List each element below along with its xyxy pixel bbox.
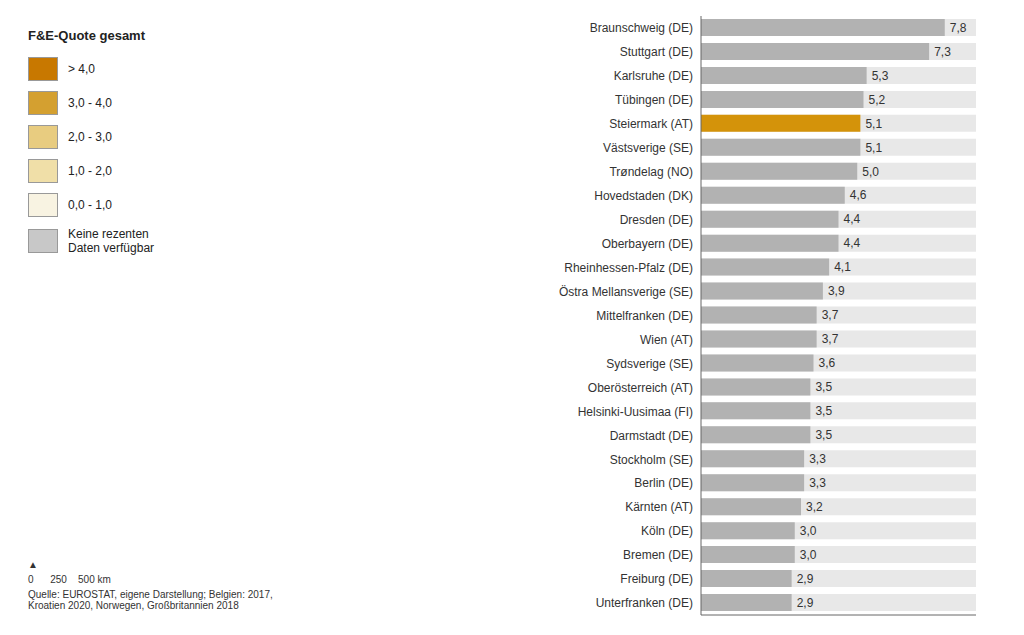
- svg-text:2,9: 2,9: [797, 572, 814, 586]
- html-text:1,0 - 2,0: 1,0 - 2,0: [68, 164, 112, 178]
- svg-text:3,5: 3,5: [815, 380, 832, 394]
- html-text:2,0 - 3,0: 2,0 - 3,0: [68, 130, 112, 144]
- svg-text:Berlin (DE): Berlin (DE): [634, 476, 693, 490]
- svg-text:Steiermark (AT): Steiermark (AT): [609, 117, 693, 131]
- svg-text:Bremen (DE): Bremen (DE): [623, 548, 693, 562]
- html-text:F&E-Quote gesamt: F&E-Quote gesamt: [28, 28, 145, 43]
- svg-text:5,0: 5,0: [862, 165, 879, 179]
- html-text:Keine rezenten Daten verfügbar: Keine rezenten Daten verfügbar: [68, 227, 155, 255]
- svg-text:7,8: 7,8: [950, 21, 967, 35]
- svg-text:3,6: 3,6: [819, 356, 836, 370]
- svg-text:4,4: 4,4: [844, 212, 861, 226]
- html-text:> 4,0: > 4,0: [68, 62, 95, 76]
- svg-text:Västsverige (SE): Västsverige (SE): [603, 141, 693, 155]
- html-text:3,0 - 4,0: 3,0 - 4,0: [68, 96, 112, 110]
- svg-text:Darmstadt (DE): Darmstadt (DE): [610, 429, 693, 443]
- svg-text:2,9: 2,9: [797, 596, 814, 610]
- svg-text:Trøndelag (NO): Trøndelag (NO): [609, 165, 693, 179]
- svg-text:Karlsruhe (DE): Karlsruhe (DE): [614, 69, 693, 83]
- svg-text:Stuttgart (DE): Stuttgart (DE): [620, 45, 693, 59]
- svg-text:3,2: 3,2: [806, 500, 823, 514]
- svg-text:Oberösterreich (AT): Oberösterreich (AT): [588, 381, 693, 395]
- svg-text:Freiburg (DE): Freiburg (DE): [620, 572, 693, 586]
- svg-text:3,3: 3,3: [809, 476, 826, 490]
- svg-text:7,3: 7,3: [934, 45, 951, 59]
- svg-text:5,1: 5,1: [865, 117, 882, 131]
- svg-text:Helsinki-Uusimaa (FI): Helsinki-Uusimaa (FI): [578, 405, 693, 419]
- svg-text:Tübingen (DE): Tübingen (DE): [615, 93, 693, 107]
- svg-text:3,0: 3,0: [800, 524, 817, 538]
- svg-text:Rheinhessen-Pfalz (DE): Rheinhessen-Pfalz (DE): [564, 261, 693, 275]
- svg-text:3,3: 3,3: [809, 452, 826, 466]
- html-text:0 250 500 km: 0 250 500 km: [28, 574, 111, 585]
- svg-text:Köln (DE): Köln (DE): [641, 524, 693, 538]
- svg-text:5,3: 5,3: [872, 69, 889, 83]
- svg-text:Stockholm (SE): Stockholm (SE): [610, 453, 693, 467]
- svg-text:3,7: 3,7: [822, 332, 839, 346]
- svg-text:5,1: 5,1: [865, 141, 882, 155]
- svg-text:4,1: 4,1: [834, 260, 851, 274]
- svg-text:4,4: 4,4: [844, 236, 861, 250]
- svg-text:Wien (AT): Wien (AT): [640, 333, 693, 347]
- svg-text:3,5: 3,5: [815, 404, 832, 418]
- svg-text:Östra Mellansverige (SE): Östra Mellansverige (SE): [559, 285, 693, 299]
- svg-text:Mittelfranken (DE): Mittelfranken (DE): [596, 309, 693, 323]
- svg-text:4,6: 4,6: [850, 188, 867, 202]
- svg-text:5,2: 5,2: [869, 93, 886, 107]
- svg-text:3,7: 3,7: [822, 308, 839, 322]
- svg-text:3,9: 3,9: [828, 284, 845, 298]
- svg-text:3,5: 3,5: [815, 428, 832, 442]
- svg-text:Unterfranken (DE): Unterfranken (DE): [596, 596, 693, 610]
- svg-text:Oberbayern (DE): Oberbayern (DE): [602, 237, 693, 251]
- svg-text:Dresden (DE): Dresden (DE): [620, 213, 693, 227]
- svg-text:Hovedstaden (DK): Hovedstaden (DK): [594, 189, 693, 203]
- svg-text:Kärnten (AT): Kärnten (AT): [625, 500, 693, 514]
- svg-text:Sydsverige (SE): Sydsverige (SE): [606, 357, 693, 371]
- html-text:Quelle: EUROSTAT, eigene Darst: Quelle: EUROSTAT, eigene Darstellung; Be…: [28, 589, 273, 611]
- svg-text:Braunschweig (DE): Braunschweig (DE): [590, 21, 693, 35]
- html-text:0,0 - 1,0: 0,0 - 1,0: [68, 198, 112, 212]
- svg-text:3,0: 3,0: [800, 548, 817, 562]
